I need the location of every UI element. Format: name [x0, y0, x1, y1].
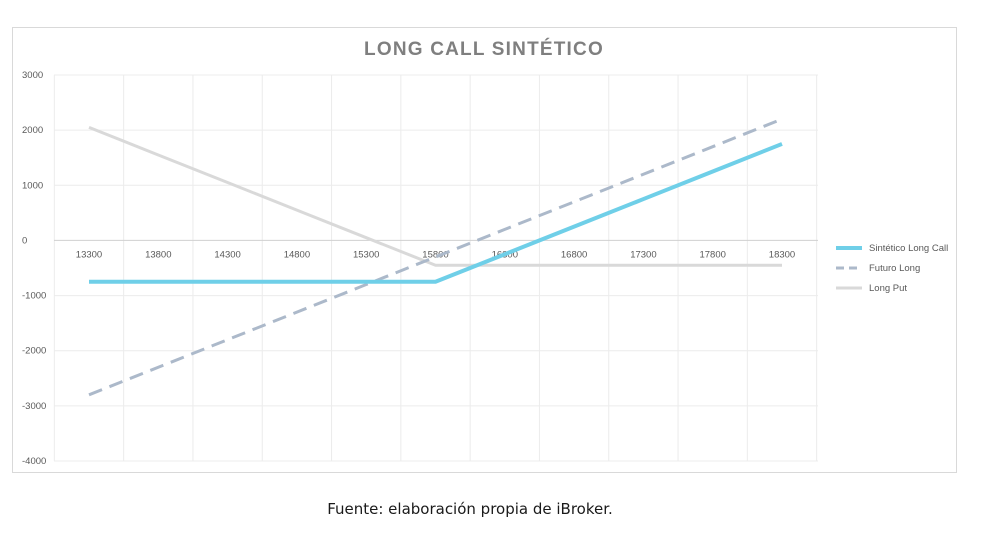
legend-label: Long Put [869, 283, 907, 294]
x-tick-label: 14800 [284, 249, 310, 260]
legend: Sintético Long Call Futuro Long Long Put [836, 243, 948, 294]
y-tick-label: 1000 [22, 180, 43, 191]
legend-label: Futuro Long [869, 263, 920, 274]
chart-frame [12, 27, 957, 473]
series-line-sint-tico-long-call [89, 142, 783, 284]
x-tick-label: 13300 [76, 249, 102, 260]
series-line-long-put [88, 125, 782, 267]
y-tick-label: -2000 [22, 346, 46, 357]
x-tick-label: 14300 [214, 249, 240, 260]
x-tick-label: 15300 [353, 249, 379, 260]
y-tick-label: 0 [22, 235, 27, 246]
figure-caption: Fuente: elaboración propia de iBroker. [327, 500, 613, 518]
grid [53, 74, 818, 462]
y-tick-label: -4000 [22, 456, 46, 467]
x-tick-label: 16800 [561, 249, 587, 260]
chart-title: LONG CALL SINTÉTICO [364, 38, 604, 60]
series-layer [88, 117, 783, 397]
y-tick-label: 2000 [22, 125, 43, 136]
x-tick-label: 15800 [422, 249, 448, 260]
y-tick-label: -1000 [22, 291, 46, 302]
x-tick-label: 17800 [699, 249, 725, 260]
y-tick-label: 3000 [22, 70, 43, 81]
series-line-futuro-long [88, 117, 783, 397]
axes: 3000 2000 1000 0 -1000 -2000 -3000 -4000 13300 13… [22, 70, 818, 467]
legend-label: Sintético Long Call [869, 243, 948, 254]
y-tick-label: -3000 [22, 401, 46, 412]
x-tick-label: 13800 [145, 249, 171, 260]
x-tick-label: 18300 [769, 249, 795, 260]
x-tick-label: 17300 [630, 249, 656, 260]
